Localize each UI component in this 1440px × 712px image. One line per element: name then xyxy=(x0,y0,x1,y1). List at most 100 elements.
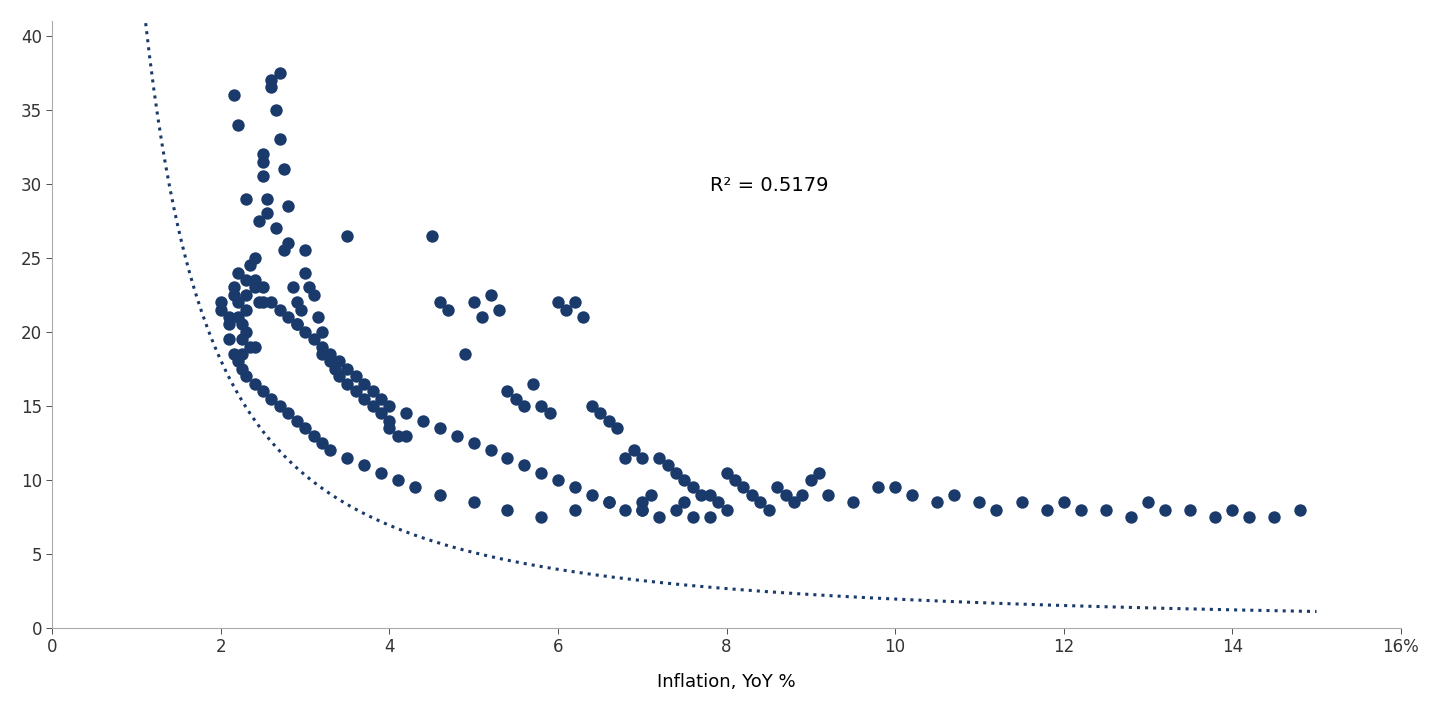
Point xyxy=(235,274,258,286)
Point xyxy=(268,134,291,145)
Point xyxy=(495,452,518,464)
Point xyxy=(281,282,304,293)
Point xyxy=(539,408,562,419)
Point xyxy=(799,474,822,486)
Point xyxy=(631,504,654,515)
Point xyxy=(239,341,262,352)
Point xyxy=(323,363,346,375)
Point xyxy=(495,385,518,397)
Point xyxy=(395,430,418,441)
Point xyxy=(252,171,275,182)
Point xyxy=(239,259,262,271)
Point xyxy=(235,304,258,315)
Point xyxy=(285,319,308,330)
Point xyxy=(445,430,468,441)
Point xyxy=(243,252,266,263)
Point xyxy=(276,408,300,419)
Point xyxy=(285,296,308,308)
Point xyxy=(217,319,240,330)
Point xyxy=(386,474,409,486)
Point xyxy=(217,334,240,345)
Point xyxy=(766,482,789,493)
Point xyxy=(222,89,245,100)
Point xyxy=(732,482,755,493)
Point xyxy=(429,422,452,434)
Point xyxy=(261,74,284,85)
Point xyxy=(272,163,295,174)
Point xyxy=(698,489,721,501)
Point xyxy=(261,82,284,93)
Point xyxy=(294,422,317,434)
Point xyxy=(884,482,907,493)
Point xyxy=(311,348,334,360)
Point xyxy=(370,393,393,404)
Point xyxy=(235,326,258,337)
Point xyxy=(336,452,359,464)
Point xyxy=(311,341,334,352)
Point xyxy=(243,282,266,293)
Point xyxy=(209,296,232,308)
Point xyxy=(547,474,570,486)
Point xyxy=(235,289,258,300)
Point xyxy=(985,504,1008,515)
Point xyxy=(327,356,350,367)
Point xyxy=(222,348,245,360)
Point xyxy=(285,415,308,426)
Point xyxy=(285,319,308,330)
Point xyxy=(716,467,739,478)
Point xyxy=(943,489,966,501)
Point xyxy=(252,385,275,397)
Point xyxy=(320,445,343,456)
Point xyxy=(664,467,687,478)
Point xyxy=(757,504,780,515)
Point xyxy=(230,363,253,375)
Point xyxy=(1035,504,1058,515)
Point xyxy=(841,496,864,508)
Point xyxy=(504,393,527,404)
Point xyxy=(1178,504,1201,515)
Point xyxy=(1153,504,1176,515)
Point xyxy=(648,452,671,464)
Point xyxy=(462,437,485,449)
Point xyxy=(377,422,400,434)
Point xyxy=(256,208,279,219)
Point xyxy=(782,496,805,508)
Point xyxy=(226,267,249,278)
Point xyxy=(226,311,249,323)
Point xyxy=(808,467,831,478)
Point xyxy=(377,415,400,426)
Point xyxy=(252,282,275,293)
Point xyxy=(1263,511,1286,523)
Point xyxy=(598,415,621,426)
Point xyxy=(1289,504,1312,515)
Point xyxy=(436,304,459,315)
Point xyxy=(243,378,266,389)
Point xyxy=(403,482,426,493)
Point xyxy=(716,504,739,515)
Point xyxy=(235,371,258,382)
Point xyxy=(353,378,376,389)
Point xyxy=(530,400,553,412)
Point xyxy=(217,311,240,323)
Point xyxy=(698,511,721,523)
Point xyxy=(320,356,343,367)
Point xyxy=(480,445,503,456)
Point xyxy=(294,245,317,256)
Point xyxy=(261,393,284,404)
Point xyxy=(589,408,612,419)
Point xyxy=(353,459,376,471)
Point xyxy=(268,400,291,412)
Point xyxy=(598,496,621,508)
Point xyxy=(276,237,300,248)
Point xyxy=(1009,496,1032,508)
Point xyxy=(572,311,595,323)
Point xyxy=(302,334,325,345)
Point xyxy=(294,326,317,337)
Point xyxy=(605,422,628,434)
Point xyxy=(648,511,671,523)
Point xyxy=(248,296,271,308)
Point xyxy=(344,371,367,382)
Point xyxy=(672,474,696,486)
Point xyxy=(530,467,553,478)
Point xyxy=(926,496,949,508)
